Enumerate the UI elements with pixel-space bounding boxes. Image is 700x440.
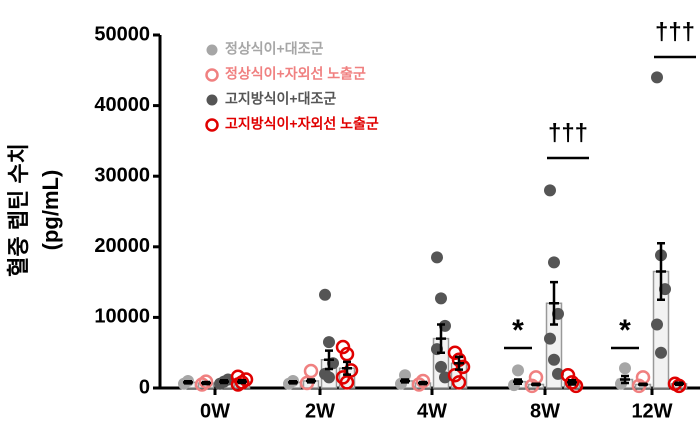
legend-label: 정상식이+대조군 — [225, 41, 323, 57]
data-point — [319, 288, 331, 301]
data-point — [431, 251, 443, 264]
y-tick-label: 10000 — [94, 306, 150, 328]
legend-label: 정상식이+자외선 노출군 — [225, 66, 366, 82]
legend-marker — [205, 68, 219, 82]
data-point — [655, 346, 667, 359]
data-point — [335, 339, 351, 355]
error-bar — [342, 360, 352, 376]
error-bar — [324, 349, 334, 371]
x-tick-label: 0W — [200, 400, 230, 422]
y-tick-label: 40000 — [94, 94, 150, 116]
error-bar — [183, 380, 193, 385]
error-bar — [306, 378, 316, 384]
legend-label: 고지방식이+대조군 — [225, 91, 336, 107]
data-point — [548, 353, 560, 366]
legend-marker — [206, 44, 218, 56]
data-point — [651, 71, 663, 84]
x-tick-label: 4W — [417, 400, 447, 422]
data-point — [544, 184, 556, 197]
x-tick-label: 2W — [305, 400, 335, 422]
error-bar — [513, 378, 523, 386]
error-bar — [219, 378, 229, 385]
data-point — [323, 336, 335, 349]
annotation: * — [512, 314, 524, 347]
annotation: ††† — [655, 18, 695, 45]
data-point — [323, 371, 335, 384]
y-axis-label: 혈중 렙틴 수치 — [6, 143, 31, 277]
x-tick-label: 8W — [530, 400, 560, 422]
data-point — [447, 345, 463, 360]
error-bar — [237, 378, 247, 385]
annotation: ††† — [548, 119, 588, 146]
data-point — [671, 378, 687, 394]
data-point — [415, 373, 431, 389]
error-bar — [454, 355, 464, 371]
error-bar — [201, 380, 211, 386]
data-point — [564, 375, 580, 390]
y-tick-label: 0 — [139, 376, 150, 398]
legend-marker — [206, 94, 218, 106]
legend-marker — [205, 118, 219, 132]
error-bar — [288, 380, 298, 385]
data-point — [512, 364, 524, 377]
y-tick-label: 30000 — [94, 164, 150, 186]
data-point — [339, 375, 355, 390]
error-bar — [638, 382, 648, 387]
data-point — [455, 359, 471, 375]
data-point — [435, 292, 447, 305]
legend-label: 고지방식이+자외선 노출군 — [225, 116, 379, 132]
error-bar — [549, 280, 559, 326]
error-bar — [531, 382, 541, 387]
annotation: * — [619, 314, 631, 347]
error-bar — [436, 323, 446, 354]
data-point — [651, 318, 663, 331]
x-tick-label: 12W — [631, 400, 672, 422]
data-point — [198, 374, 214, 389]
error-bar — [400, 378, 410, 384]
y-axis-unit: (pg/mL) — [38, 170, 63, 251]
error-bar — [620, 374, 630, 385]
error-bar — [656, 242, 666, 301]
error-bar — [567, 378, 577, 386]
data-point — [619, 362, 631, 375]
data-point — [451, 375, 467, 390]
data-point — [544, 332, 556, 345]
data-point — [339, 346, 355, 362]
y-tick-label: 50000 — [94, 23, 150, 45]
error-bar — [418, 380, 428, 386]
y-tick-label: 20000 — [94, 235, 150, 257]
data-point — [548, 256, 560, 269]
data-point — [435, 360, 447, 373]
data-point — [303, 363, 319, 379]
error-bar — [674, 381, 684, 387]
